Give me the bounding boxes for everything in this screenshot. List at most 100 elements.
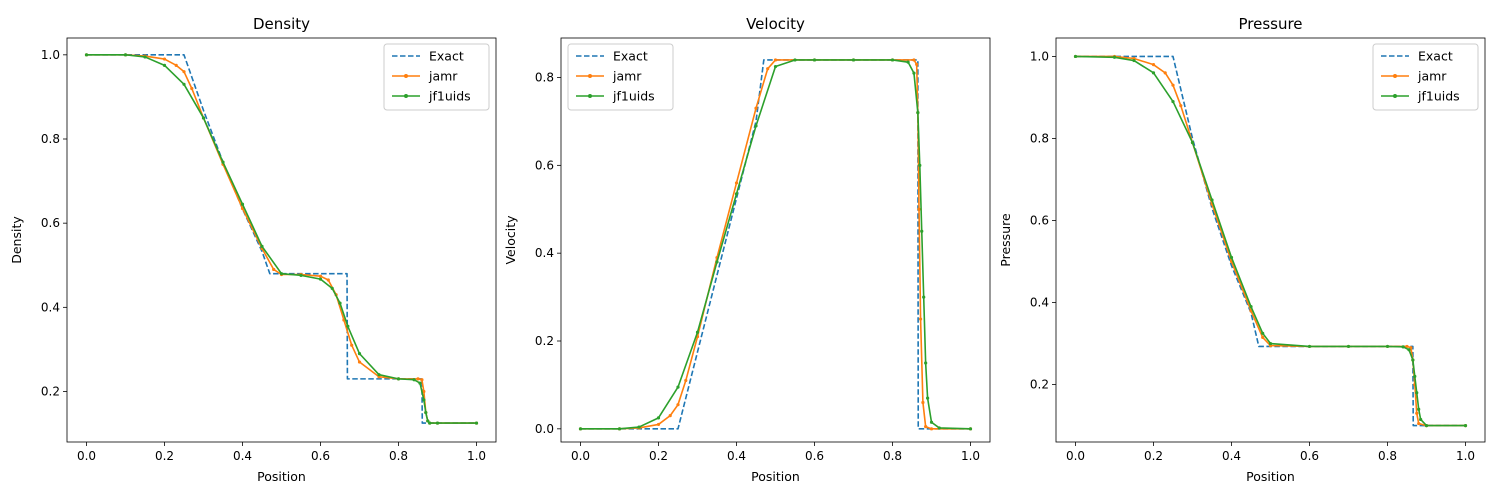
legend-box: [567, 43, 674, 111]
data-point-jf1uids: [330, 286, 334, 290]
data-point-jamr: [917, 207, 921, 211]
series-line-jf1uids: [86, 54, 477, 424]
series-line-exact: [1075, 55, 1466, 427]
data-point-jf1uids: [676, 385, 680, 389]
data-point-jf1uids: [1307, 344, 1312, 349]
data-point-jf1uids: [906, 60, 910, 64]
data-point-jamr: [929, 427, 934, 431]
axes-frame: [560, 37, 991, 443]
y-tick-label: 0.4: [1030, 296, 1049, 310]
data-point-jf1uids: [318, 277, 323, 281]
data-point-jf1uids: [929, 420, 934, 424]
data-point-jf1uids: [656, 416, 661, 420]
data-point-jf1uids: [715, 260, 719, 264]
y-tick-label: 0.6: [535, 158, 554, 172]
legend-marker: [404, 74, 408, 78]
series-line-jamr: [86, 54, 477, 424]
x-tick-label: 1.0: [961, 449, 980, 463]
data-point-jamr: [684, 378, 688, 383]
data-point-jamr: [350, 343, 354, 347]
data-point-jf1uids: [260, 244, 264, 248]
data-point-jf1uids: [1229, 255, 1234, 260]
plot-area: [1073, 54, 1468, 428]
data-point-jf1uids: [1346, 344, 1351, 349]
data-point-jamr: [416, 377, 420, 381]
y-tick-label: 0.4: [41, 300, 60, 314]
data-point-jamr: [1171, 83, 1175, 87]
y-tick-label: 0.8: [41, 132, 60, 146]
data-point-jf1uids: [1401, 345, 1405, 349]
x-tick-label: 0.4: [727, 449, 746, 463]
legend: Exact jamr jf1uids: [567, 43, 674, 111]
x-axis-label: Position: [1246, 469, 1295, 484]
y-axis-label: Density: [9, 216, 24, 264]
data-point-jamr: [1179, 104, 1183, 108]
data-point-jf1uids: [1419, 417, 1423, 422]
series-line-exact: [580, 59, 971, 430]
data-point-jamr: [272, 267, 276, 272]
y-tick-label: 1.0: [41, 48, 60, 62]
x-tick-label: 0.2: [649, 449, 668, 463]
legend-label-jf1uids: jf1uids: [428, 89, 471, 104]
data-point-jf1uids: [357, 352, 362, 356]
legend-label-jamr: jamr: [1417, 69, 1447, 84]
data-point-jf1uids: [396, 377, 401, 381]
y-axis-label: Pressure: [998, 213, 1013, 267]
data-point-jf1uids: [1413, 374, 1417, 378]
y-tick-label: 0.6: [41, 216, 60, 230]
data-point-jf1uids: [1190, 140, 1195, 145]
legend-label-exact: Exact: [1418, 49, 1453, 64]
data-point-jf1uids: [346, 324, 350, 328]
legend-marker: [588, 94, 592, 98]
data-point-jf1uids: [84, 53, 89, 57]
data-point-jf1uids: [812, 58, 817, 62]
data-point-jf1uids: [1249, 305, 1253, 309]
data-point-jf1uids: [143, 55, 147, 59]
legend-box: [1372, 43, 1479, 111]
data-point-jf1uids: [924, 361, 928, 365]
data-point-jf1uids: [918, 163, 922, 167]
data-point-jf1uids: [637, 425, 641, 429]
x-tick-label: 0.0: [571, 449, 590, 463]
data-point-jf1uids: [412, 378, 416, 382]
y-axis-label: Velocity: [503, 215, 518, 265]
data-point-jf1uids: [922, 295, 926, 299]
data-point-jamr: [1409, 346, 1413, 350]
data-point-jamr: [1261, 335, 1265, 340]
data-point-jamr: [734, 181, 739, 185]
y-tick-label: 1.0: [1030, 49, 1049, 63]
chart-title: Density: [253, 15, 310, 33]
y-tick-label: 0.8: [1030, 131, 1049, 145]
data-point-jf1uids: [1385, 344, 1390, 349]
data-point-jf1uids: [1171, 99, 1175, 104]
x-axis-label: Position: [257, 469, 306, 484]
x-tick-label: 0.8: [1378, 449, 1397, 463]
data-point-jf1uids: [279, 272, 284, 276]
data-point-jf1uids: [240, 202, 245, 206]
x-tick-label: 0.8: [389, 449, 408, 463]
data-point-jf1uids: [221, 160, 225, 164]
data-point-jamr: [676, 403, 680, 407]
data-point-jf1uids: [1415, 391, 1419, 395]
y-tick-label: 0.2: [1030, 378, 1049, 392]
plot-area: [578, 58, 973, 431]
data-point-jamr: [1405, 344, 1409, 349]
data-point-jf1uids: [926, 396, 930, 400]
data-point-jamr: [766, 67, 770, 71]
data-point-jf1uids: [422, 398, 426, 402]
series-line-jf1uids: [580, 59, 971, 430]
data-point-jamr: [668, 414, 672, 418]
data-point-jf1uids: [916, 111, 920, 115]
x-tick-label: 0.4: [1222, 449, 1241, 463]
data-point-jf1uids: [1463, 423, 1468, 428]
data-point-jf1uids: [578, 427, 583, 431]
data-point-jf1uids: [418, 381, 422, 385]
chart-title: Velocity: [746, 15, 805, 33]
data-point-jamr: [190, 86, 194, 91]
data-point-jf1uids: [695, 330, 700, 334]
data-point-jf1uids: [937, 426, 941, 430]
plot-area: [84, 53, 479, 425]
data-point-jf1uids: [182, 82, 186, 86]
chart-panel-pressure: Pressure 0.0 0.2 0.4 0.6 0.8 1.0 0.2 0.4 0.6 0.8 1.…: [998, 15, 1486, 484]
